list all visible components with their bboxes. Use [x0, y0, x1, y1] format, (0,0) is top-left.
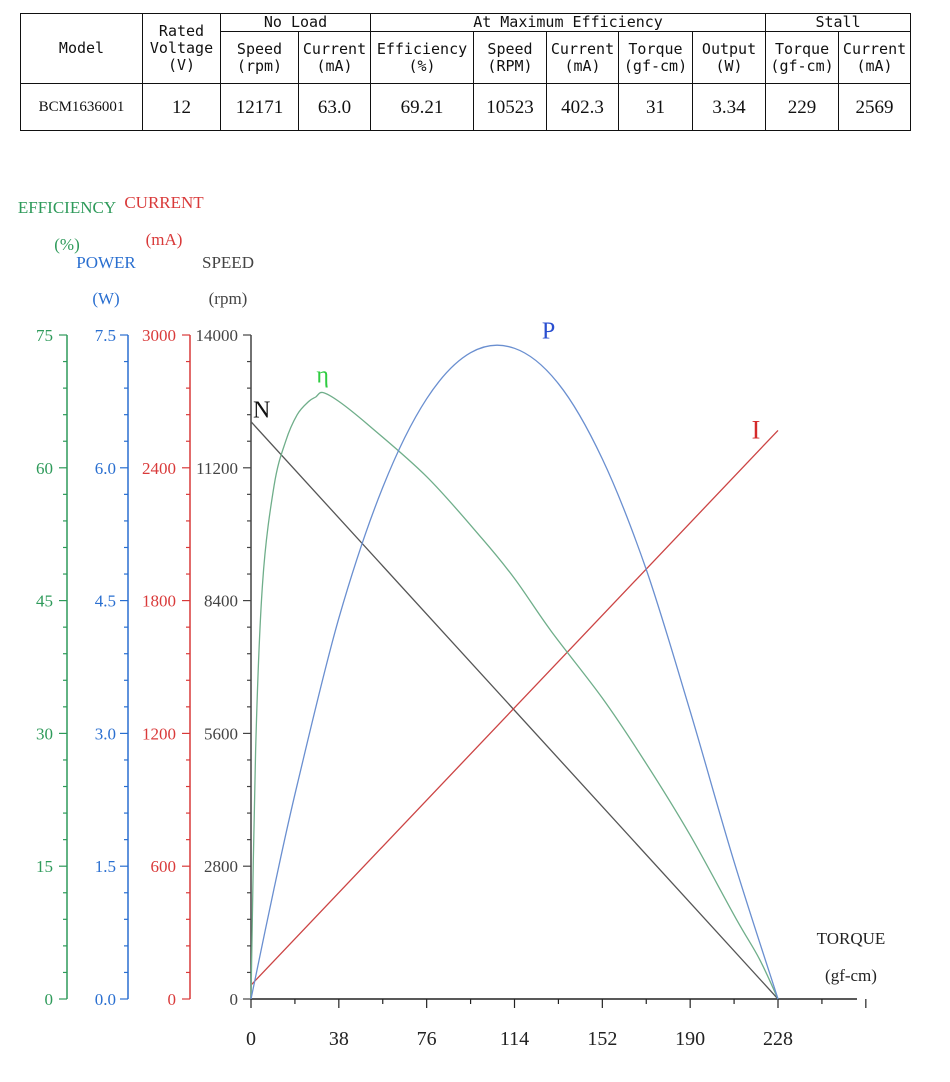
series-line-efficiency [250, 391, 779, 1000]
current-tick-label: 1800 [142, 592, 176, 611]
power-tick-label: 7.5 [95, 326, 116, 345]
header-stall: Stall [765, 13, 912, 32]
speed-axis-unit: (rpm) [209, 289, 248, 308]
speed-tick-label: 8400 [204, 592, 238, 611]
current-tick-label: 1200 [142, 724, 176, 743]
speed-tick-label: 5600 [204, 724, 238, 743]
efficiency-tick-label: 45 [36, 592, 53, 611]
x-tick-label: 228 [763, 1028, 793, 1050]
subheader-cell: Speed (RPM) [473, 31, 547, 84]
speed-axis-title: SPEED [202, 253, 254, 272]
x-axis-unit: (gf-cm) [825, 966, 877, 985]
header-max-efficiency: At Maximum Efficiency [369, 13, 767, 32]
subheader-cell: Output (W) [691, 31, 767, 84]
x-tick-label: 190 [675, 1028, 705, 1050]
x-axis-title: TORQUE [817, 929, 886, 948]
subheader-cell: Current (mA) [838, 31, 912, 84]
efficiency-tick-label: 60 [36, 459, 53, 478]
efficiency-axis-title: EFFICIENCY [18, 198, 116, 217]
cell-rated-voltage: 12 [142, 83, 221, 131]
current-axis-unit: (mA) [146, 230, 183, 249]
speed-tick-label: 11200 [196, 459, 238, 478]
spec-table: Model Rated Voltage (V) No Load At Maxim… [20, 13, 912, 131]
subheader-cell: Torque (gf-cm) [618, 31, 693, 84]
speed-tick-label: 2800 [204, 857, 238, 876]
power-axis-title: POWER [76, 253, 136, 272]
series-label-speed: N [253, 398, 270, 424]
subheader-cell: Current (mA) [546, 31, 619, 84]
x-tick-label: 38 [329, 1028, 349, 1050]
power-tick-label: 4.5 [95, 592, 116, 611]
header-rated-voltage: Rated Voltage (V) [142, 13, 221, 84]
cell-stall-current: 2569 [838, 83, 912, 131]
efficiency-tick-label: 75 [36, 326, 53, 345]
current-tick-label: 0 [168, 990, 177, 1009]
efficiency-tick-label: 15 [36, 857, 53, 876]
x-tick-label: 152 [587, 1028, 617, 1050]
series-label-current: I [752, 415, 761, 444]
current-tick-label: 3000 [142, 326, 176, 345]
cell-model: BCM1636001 [20, 83, 143, 131]
series-label-efficiency: η [316, 363, 329, 389]
speed-tick-label: 0 [230, 990, 239, 1009]
cell-noload-current: 63.0 [298, 83, 371, 131]
series-line-speed [250, 421, 779, 1000]
current-tick-label: 2400 [142, 459, 176, 478]
cell-maxeff-speed: 10523 [473, 83, 547, 131]
x-tick-label: 114 [500, 1028, 529, 1050]
cell-stall-torque: 229 [765, 83, 840, 131]
cell-maxeff-current: 402.3 [546, 83, 619, 131]
current-axis-title: CURRENT [124, 193, 204, 212]
x-tick-label: 0 [246, 1028, 256, 1050]
series-label-power: P [542, 318, 555, 344]
cell-noload-speed: 12171 [220, 83, 299, 131]
x-tick-label: 76 [417, 1028, 437, 1050]
series-line-power [250, 344, 779, 1000]
header-model: Model [20, 13, 143, 84]
power-tick-label: 6.0 [95, 459, 116, 478]
power-tick-label: 3.0 [95, 724, 116, 743]
power-tick-label: 1.5 [95, 857, 116, 876]
speed-tick-label: 14000 [196, 326, 239, 345]
subheader-cell: Efficiency (%) [370, 31, 474, 84]
efficiency-axis-unit: (%) [54, 235, 79, 254]
cell-maxeff-output: 3.34 [691, 83, 767, 131]
efficiency-tick-label: 30 [36, 724, 53, 743]
efficiency-tick-label: 0 [45, 990, 54, 1009]
power-axis-unit: (W) [92, 289, 119, 308]
power-tick-label: 0.0 [95, 990, 116, 1009]
series-line-current [250, 429, 779, 986]
current-tick-label: 600 [151, 857, 177, 876]
cell-maxeff-efficiency: 69.21 [370, 83, 474, 131]
